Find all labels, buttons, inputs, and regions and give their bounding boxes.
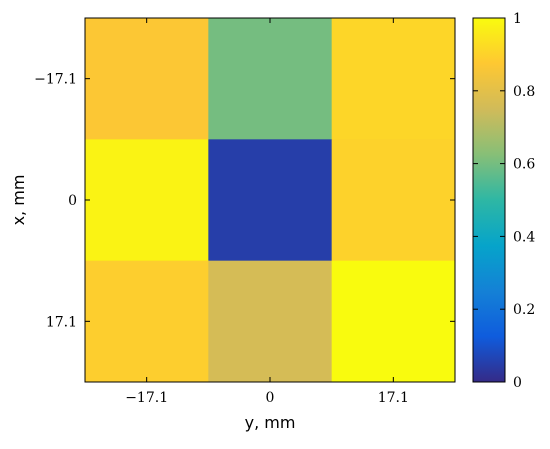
x-tick-label: 17.1	[378, 390, 409, 406]
colorbar-tick-label: 0.6	[513, 157, 535, 173]
colorbar-tick-label: 0.8	[513, 84, 535, 100]
heatmap-cell	[208, 139, 333, 262]
heatmap-cell	[331, 18, 456, 140]
heatmap-cells	[85, 18, 456, 383]
y-tick-label: −17.1	[34, 72, 77, 88]
heatmap-cell	[85, 139, 209, 262]
colorbar	[472, 17, 506, 383]
colorbar-tick-label: 1	[513, 11, 522, 27]
x-tick-label: −17.1	[125, 390, 168, 406]
heatmap-cell	[208, 18, 333, 140]
colorbar-tick-label: 0.4	[513, 229, 535, 245]
x-axis-label: y, mm	[245, 413, 296, 432]
heatmap-cell	[85, 260, 209, 383]
x-tick-label: 0	[266, 390, 275, 406]
y-tick-label: 0	[68, 193, 77, 209]
colorbar-tick-label: 0	[513, 375, 522, 391]
heatmap-cell	[331, 139, 456, 262]
colorbar-tick-label: 0.2	[513, 302, 535, 318]
y-tick-label: 17.1	[46, 314, 77, 330]
heatmap-cell	[331, 260, 456, 383]
heatmap-cell	[85, 18, 209, 140]
y-axis-ticks: −17.1 0 17.1	[34, 72, 455, 330]
x-axis-ticks: −17.1 0 17.1	[125, 18, 409, 406]
colorbar-ticks: 0 0.2 0.4 0.6 0.8 1	[473, 11, 535, 391]
heatmap-cell	[208, 260, 333, 383]
y-axis-label: x, mm	[9, 175, 28, 226]
